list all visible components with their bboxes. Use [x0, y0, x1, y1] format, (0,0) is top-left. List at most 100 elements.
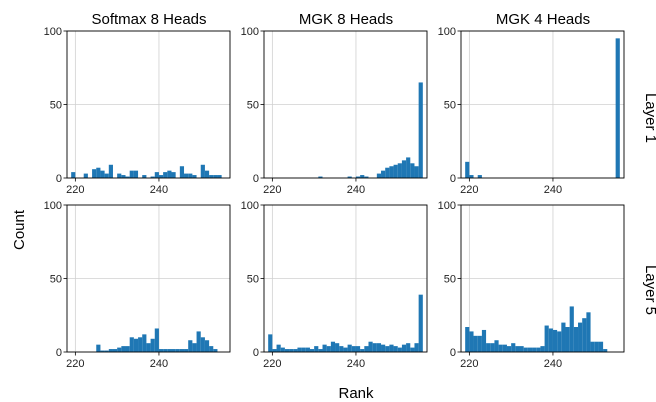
histogram-bar [355, 176, 361, 178]
histogram-bar [154, 328, 159, 352]
histogram-bar [192, 175, 197, 178]
histogram-bar [598, 341, 604, 352]
histogram-bar [158, 175, 164, 178]
histogram-bar [544, 325, 549, 352]
histogram-bar [561, 322, 566, 352]
histogram-bar [184, 173, 189, 178]
histogram-bar [83, 173, 88, 178]
histogram-bar [142, 334, 147, 352]
histogram-bar [171, 349, 176, 352]
histogram-bar [276, 344, 281, 352]
histogram-bar [343, 347, 348, 352]
histogram-bar [393, 346, 398, 352]
histogram-bar [204, 170, 210, 178]
histogram-bar [142, 175, 147, 178]
histogram-bar [150, 176, 155, 178]
y-tick-label: 0 [56, 173, 62, 185]
histogram-bar [117, 347, 122, 352]
y-axis-label: Count [11, 209, 28, 250]
histogram-bar [108, 164, 113, 178]
histogram-bar [184, 349, 189, 352]
histogram-bar [582, 318, 587, 352]
histogram-bar [477, 335, 482, 352]
histogram-bar [594, 341, 599, 352]
histogram-bar [121, 346, 126, 352]
histogram-bar [540, 346, 545, 352]
histogram-bar [71, 172, 76, 178]
histogram-bar [389, 344, 394, 352]
histogram-bar [381, 344, 386, 352]
histogram-bar [418, 82, 423, 178]
y-tick-label: 50 [50, 100, 62, 112]
histogram-bar [615, 38, 620, 178]
histogram-bar [213, 175, 218, 178]
histogram-bar [154, 172, 159, 178]
histogram-bar [364, 346, 369, 352]
histogram-bar [129, 337, 134, 352]
histogram-bar [393, 164, 398, 178]
histogram-bar [347, 344, 352, 352]
histogram-bar [146, 343, 151, 352]
histogram-bar [385, 167, 390, 178]
histogram-bar [490, 343, 495, 352]
histogram-bar [360, 349, 365, 352]
histogram-bar [179, 166, 185, 178]
histogram-bar [100, 350, 105, 352]
histogram-bar [268, 334, 273, 352]
histogram-bar [280, 347, 285, 352]
column-title-mgk-8-heads: MGK 8 Heads [299, 11, 393, 28]
histogram-bar [368, 341, 373, 352]
histogram-bar [163, 172, 168, 178]
histogram-bar [410, 347, 415, 352]
panel-layer-5-mgk-4-heads: 220 240 0 50 100 [438, 200, 625, 370]
histogram-bar [335, 343, 340, 352]
histogram-bar [121, 175, 126, 178]
histogram-bar [506, 346, 512, 352]
histogram-bar [532, 347, 537, 352]
row-label-layer-1: Layer 1 [642, 93, 656, 143]
x-axis-label: Rank [338, 385, 374, 402]
y-tick-label: 0 [253, 347, 259, 359]
y-tick-label: 100 [241, 26, 259, 38]
panel-layer-1-softmax-8-heads: 220 240 0 50 100 [44, 26, 231, 196]
histogram-bar [406, 157, 411, 178]
histogram-bar [481, 329, 487, 352]
histogram-bar [376, 173, 382, 178]
histogram-bar [548, 328, 553, 352]
y-tick-label: 50 [444, 274, 456, 286]
histogram-bar [515, 346, 520, 352]
histogram-bar [209, 346, 214, 352]
histogram-bar [381, 170, 386, 178]
histogram-bar [318, 349, 323, 352]
histogram-bar [401, 160, 407, 178]
histogram-bar [104, 350, 109, 352]
histogram-bar [477, 175, 482, 178]
y-tick-label: 0 [450, 347, 456, 359]
histogram-bar [511, 343, 516, 352]
histogram-bar [318, 176, 323, 178]
x-tick-label: 220 [66, 184, 84, 196]
histogram-bar [100, 170, 105, 178]
histogram-bar [519, 346, 524, 352]
histogram-bar [565, 327, 570, 352]
histogram-bar [314, 346, 319, 352]
histogram-bar [573, 327, 579, 352]
histogram-bar [125, 176, 130, 178]
histogram-bar [167, 170, 172, 178]
histogram-bar [188, 340, 193, 352]
y-tick-label: 100 [44, 26, 62, 38]
histogram-bar [167, 349, 172, 352]
histogram-bar [465, 161, 470, 178]
histogram-bar [293, 349, 298, 352]
y-tick-label: 0 [253, 173, 259, 185]
histogram-bar [469, 175, 474, 178]
histogram-bar [326, 346, 331, 352]
histogram-bar [523, 347, 528, 352]
histogram-bar [305, 347, 310, 352]
y-tick-label: 50 [444, 100, 456, 112]
histogram-bar [112, 349, 118, 352]
x-tick-label: 220 [263, 358, 281, 370]
histogram-bar [410, 163, 415, 178]
histogram-bar [158, 349, 164, 352]
